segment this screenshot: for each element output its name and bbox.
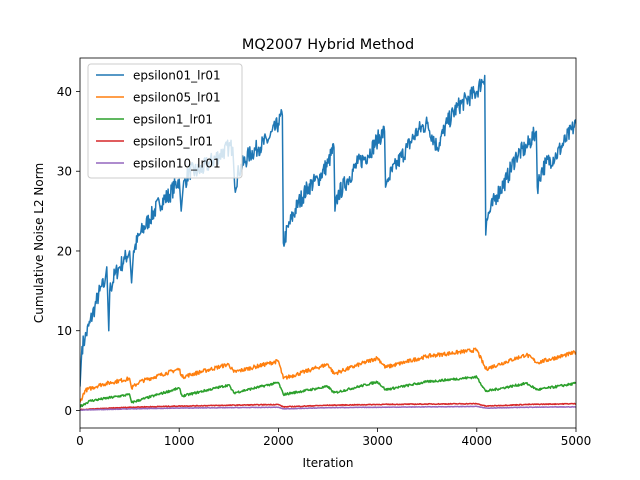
y-tick-label: 0	[64, 404, 72, 418]
y-tick-label: 40	[57, 85, 72, 99]
x-axis-label: Iteration	[303, 456, 354, 470]
plot-area	[79, 57, 577, 429]
legend-label-epsilon1_lr01: epsilon1_lr01	[133, 113, 213, 127]
y-tick-label: 10	[57, 324, 72, 338]
x-tick-label: 4000	[462, 434, 493, 448]
series-line-epsilon01_lr01	[80, 74, 576, 387]
x-tick-label: 0	[76, 434, 84, 448]
plot-frame	[79, 57, 577, 429]
y-tick-label: 20	[57, 244, 72, 258]
legend-label-epsilon10_lr01: epsilon10_lr01	[133, 157, 221, 171]
y-axis: 0 10 20 30 40	[57, 85, 80, 418]
y-tick-label: 30	[57, 165, 72, 179]
series-line-epsilon05_lr01	[80, 347, 576, 403]
series-line-epsilon10_lr01	[80, 405, 576, 411]
legend-label-epsilon5_lr01: epsilon5_lr01	[133, 135, 213, 149]
x-tick-label: 3000	[362, 434, 393, 448]
legend-box	[87, 63, 243, 179]
x-tick-label: 1000	[164, 434, 195, 448]
series-line-epsilon5_lr01	[80, 402, 576, 411]
series-layer	[80, 74, 576, 411]
x-axis: 0 1000 2000 3000 4000 5000	[76, 428, 591, 448]
legend: epsilon01_lr01 epsilon05_lr01 epsilon1_lr0…	[87, 63, 243, 179]
y-axis-label: Cumulative Noise L2 Norm	[32, 163, 46, 323]
x-tick-label: 2000	[263, 434, 294, 448]
legend-label-epsilon01_lr01: epsilon01_lr01	[133, 69, 221, 83]
series-line-epsilon1_lr01	[80, 375, 576, 408]
chart-title: MQ2007 Hybrid Method	[242, 37, 414, 53]
legend-label-epsilon05_lr01: epsilon05_lr01	[133, 91, 221, 105]
x-tick-label: 5000	[561, 434, 592, 448]
